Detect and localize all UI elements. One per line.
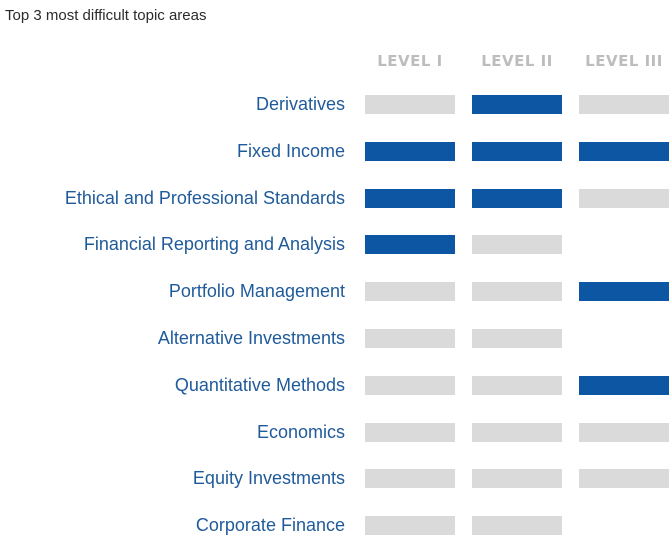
not-difficult-cell-level-1 — [365, 282, 455, 302]
row-label: Ethical and Professional Standards — [64, 187, 345, 208]
column-header-level-3: LEVEL III — [585, 52, 663, 70]
not-difficult-cell-level-3 — [579, 422, 669, 442]
row-label: Portfolio Management — [168, 281, 345, 302]
difficult-cell-level-2 — [472, 141, 562, 161]
not-difficult-cell-level-1 — [365, 422, 455, 442]
row-label: Financial Reporting and Analysis — [83, 234, 345, 255]
not-difficult-cell-level-1 — [365, 375, 455, 395]
row-label: Fixed Income — [236, 140, 345, 161]
difficult-cell-level-2 — [472, 188, 562, 208]
difficult-cell-level-3 — [579, 282, 669, 302]
difficult-cell-level-2 — [472, 95, 562, 114]
row-label: Derivatives — [255, 94, 345, 114]
column-header-level-2: LEVEL II — [481, 52, 553, 70]
column-header-level-1: LEVEL I — [377, 52, 443, 70]
not-difficult-cell-level-2 — [472, 282, 562, 302]
not-difficult-cell-level-2 — [472, 235, 562, 255]
not-difficult-cell-level-2 — [472, 516, 562, 536]
row-label: Corporate Finance — [195, 515, 345, 536]
row-label: Quantitative Methods — [174, 374, 345, 395]
difficult-cell-level-1 — [365, 188, 455, 208]
not-difficult-cell-level-1 — [365, 469, 455, 489]
not-difficult-cell-level-1 — [365, 516, 455, 536]
difficult-cell-level-3 — [579, 141, 669, 161]
difficult-cell-level-1 — [365, 235, 455, 255]
row-label: Economics — [256, 421, 345, 442]
row-label: Alternative Investments — [157, 328, 345, 348]
not-difficult-cell-level-2 — [472, 422, 562, 442]
difficult-cell-level-1 — [365, 141, 455, 161]
not-difficult-cell-level-3 — [579, 469, 669, 489]
difficult-cell-level-3 — [579, 375, 669, 395]
not-difficult-cell-level-2 — [472, 329, 562, 348]
not-difficult-cell-level-3 — [579, 95, 669, 114]
not-difficult-cell-level-2 — [472, 375, 562, 395]
not-difficult-cell-level-1 — [365, 95, 455, 114]
row-label: Equity Investments — [192, 468, 345, 489]
not-difficult-cell-level-3 — [579, 188, 669, 208]
not-difficult-cell-level-2 — [472, 469, 562, 489]
not-difficult-cell-level-1 — [365, 329, 455, 348]
chart-title: Top 3 most difficult topic areas — [5, 7, 207, 24]
